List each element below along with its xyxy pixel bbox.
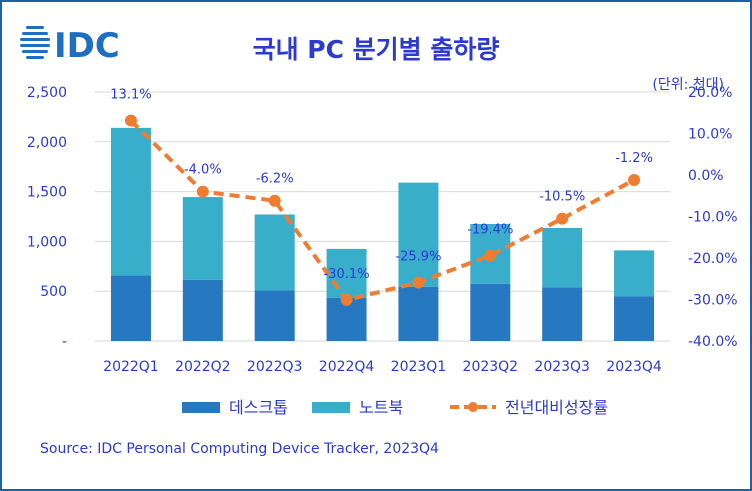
idc-logo: IDC	[20, 26, 120, 64]
right-axis-tick: 20.0%	[688, 85, 732, 101]
bar-notebook	[182, 197, 223, 280]
growth-data-label: -1.2%	[615, 151, 653, 166]
bar-notebook	[110, 127, 151, 276]
legend-label-growth: 전년대비성장률	[505, 398, 608, 417]
left-axis-tick: 1,500	[27, 185, 67, 201]
gridlines	[95, 91, 670, 342]
growth-data-label: 13.1%	[110, 88, 151, 103]
right-axis-tick: 0.0%	[688, 168, 724, 184]
growth-data-label: -30.1%	[324, 267, 370, 282]
growth-data-label: -10.5%	[539, 190, 585, 205]
right-axis-tick: 10.0%	[688, 127, 732, 143]
legend-marker-growth	[468, 402, 478, 412]
right-axis-tick: -40.0%	[688, 334, 738, 350]
legend-swatch-desktop	[182, 402, 220, 413]
growth-point	[556, 212, 569, 225]
category-label: 2023Q2	[463, 359, 519, 375]
legend-label-notebook: 노트북	[359, 398, 403, 417]
left-axis-tick: 2,000	[27, 135, 67, 151]
bar-desktop	[542, 287, 583, 341]
right-axis-tick: -20.0%	[688, 251, 738, 267]
category-label: 2022Q1	[103, 359, 159, 375]
growth-point	[340, 293, 353, 306]
legend-swatch-notebook	[312, 402, 350, 413]
svg-text:IDC: IDC	[54, 26, 120, 64]
bar-notebook	[614, 250, 655, 297]
left-axis-tick: 1,000	[27, 234, 67, 250]
growth-line	[124, 114, 641, 306]
growth-data-label: -4.0%	[184, 163, 222, 178]
bar-notebook	[254, 214, 295, 291]
source-note: Source: IDC Personal Computing Device Tr…	[40, 441, 439, 457]
growth-point	[412, 276, 425, 289]
growth-point	[484, 249, 497, 262]
category-label: 2023Q4	[606, 359, 662, 375]
right-axis-tick: -10.0%	[688, 210, 738, 226]
growth-data-label: -6.2%	[256, 172, 294, 187]
growth-point	[124, 114, 137, 127]
category-label: 2022Q3	[247, 359, 303, 375]
growth-point	[628, 173, 641, 186]
left-axis-tick: -	[62, 334, 67, 350]
left-axis-tick: 500	[40, 284, 67, 300]
bar-desktop	[470, 283, 511, 341]
growth-point	[196, 185, 209, 198]
bar-desktop	[614, 296, 655, 341]
data-labels: 13.1% -4.0% -6.2% -30.1% -25.9% -19.4% -10.5% -…	[110, 88, 653, 282]
bar-notebook	[326, 248, 367, 298]
right-axis: -40.0% -30.0% -20.0% -10.0% 0.0% 10.0% 20.0%	[688, 85, 738, 350]
growth-point	[268, 194, 281, 207]
right-axis-tick: -30.0%	[688, 293, 738, 309]
left-axis: - 500 1,000 1,500 2,000 2,500	[27, 85, 67, 350]
x-axis: 2022Q1 2022Q2 2022Q3 2022Q4 2023Q1 2023Q2 2023…	[103, 359, 662, 375]
growth-line-path	[129, 119, 636, 302]
bars	[110, 127, 655, 341]
unit-note: (단위: 천대)	[652, 77, 724, 93]
bar-notebook	[398, 182, 439, 287]
growth-data-label: -19.4%	[467, 223, 513, 238]
category-label: 2022Q4	[319, 359, 375, 375]
category-label: 2023Q3	[534, 359, 590, 375]
bar-notebook	[542, 227, 583, 288]
category-label: 2022Q2	[175, 359, 231, 375]
growth-data-label: -25.9%	[395, 249, 441, 264]
bar-desktop	[398, 286, 439, 341]
category-label: 2023Q1	[391, 359, 447, 375]
chart-title: 국내 PC 분기별 출하량	[252, 35, 500, 64]
left-axis-tick: 2,500	[27, 85, 67, 101]
bar-desktop	[254, 290, 295, 341]
bar-desktop	[182, 279, 223, 341]
bar-desktop	[110, 275, 151, 341]
legend-label-desktop: 데스크톱	[229, 398, 288, 417]
legend: 데스크톱 노트북 전년대비성장률	[182, 398, 608, 417]
